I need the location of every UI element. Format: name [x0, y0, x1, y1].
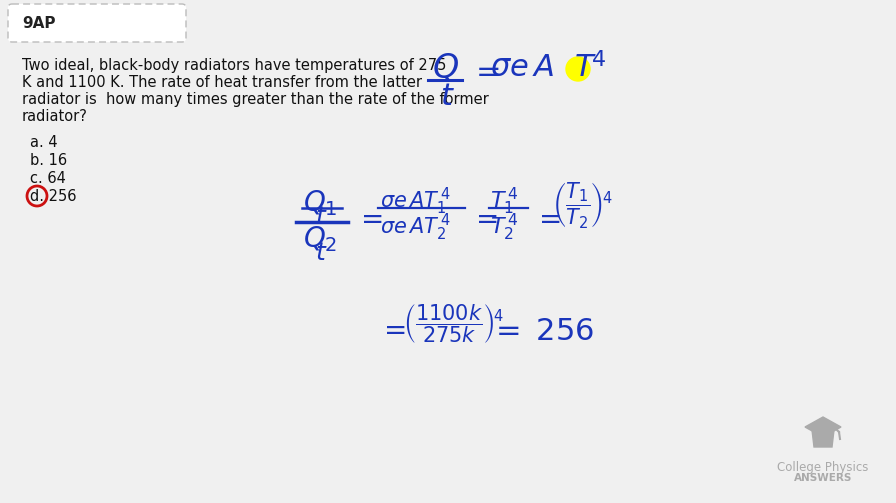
Text: $T$: $T$ [574, 54, 597, 82]
Text: $\sigma e \, A$: $\sigma e \, A$ [490, 54, 554, 82]
Text: K and 1100 K. The rate of heat transfer from the latter: K and 1100 K. The rate of heat transfer … [22, 75, 422, 90]
Text: $t$: $t$ [315, 207, 328, 229]
Text: $t$: $t$ [315, 243, 328, 265]
Text: $\sigma e \, A T_1^{\,4}$: $\sigma e \, A T_1^{\,4}$ [380, 186, 451, 217]
Text: $\left(\dfrac{T_1}{T_2}\right)^{\!4}$: $\left(\dfrac{T_1}{T_2}\right)^{\!4}$ [552, 180, 613, 230]
Text: $=$: $=$ [470, 58, 500, 86]
Text: $=$: $=$ [355, 207, 383, 232]
Text: $Q_1$: $Q_1$ [303, 188, 338, 218]
Text: Two ideal, black-body radiators have temperatures of 275: Two ideal, black-body radiators have tem… [22, 58, 446, 73]
FancyBboxPatch shape [8, 4, 186, 42]
Text: $T_1^{\,4}$: $T_1^{\,4}$ [490, 186, 519, 217]
Ellipse shape [566, 57, 590, 81]
Text: radiator?: radiator? [22, 109, 88, 124]
Text: $=$: $=$ [470, 207, 498, 232]
Text: College Physics: College Physics [778, 461, 869, 474]
Polygon shape [805, 417, 841, 437]
Text: $= \; 256$: $= \; 256$ [490, 318, 594, 346]
Text: c. 64: c. 64 [30, 171, 66, 186]
Text: $Q$: $Q$ [432, 52, 459, 85]
Polygon shape [812, 430, 834, 447]
Text: $4$: $4$ [591, 50, 606, 71]
Text: d. 256: d. 256 [30, 189, 76, 204]
Text: radiator is  how many times greater than the rate of the former: radiator is how many times greater than … [22, 92, 488, 107]
Text: $T_2^{\,4}$: $T_2^{\,4}$ [490, 212, 519, 243]
Text: ANSWERS: ANSWERS [794, 473, 852, 483]
Text: $t$: $t$ [440, 83, 455, 111]
Text: a. 4: a. 4 [30, 135, 57, 150]
Text: $=$: $=$ [378, 318, 406, 343]
Text: $\sigma e \, A T_2^{\,4}$: $\sigma e \, A T_2^{\,4}$ [380, 212, 451, 243]
Text: b. 16: b. 16 [30, 153, 67, 168]
Text: 9AP: 9AP [22, 16, 56, 31]
Text: $Q_2$: $Q_2$ [303, 224, 337, 254]
Text: $\left(\dfrac{1100k}{275k}\right)^{\!4}$: $\left(\dfrac{1100k}{275k}\right)^{\!4}$ [403, 302, 504, 345]
Text: $=$: $=$ [533, 207, 561, 232]
